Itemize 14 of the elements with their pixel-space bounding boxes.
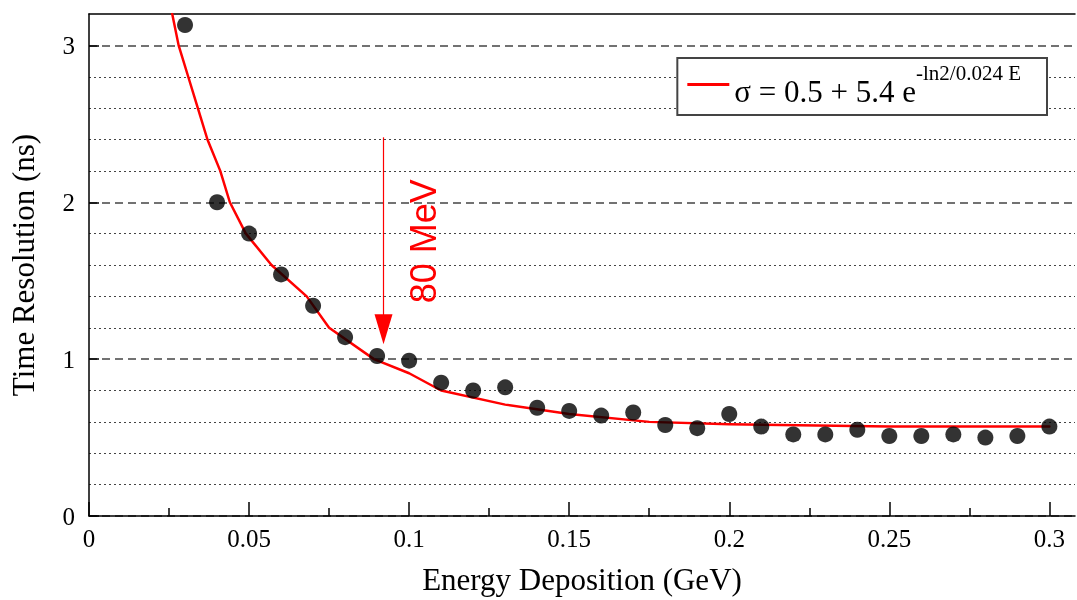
annotation: 80 MeV [403,179,445,304]
y-tick-label: 3 [62,31,75,59]
x-tick-label: 0 [82,525,96,552]
x-tick-label: 0.1 [393,525,425,552]
y-axis-title: Time Resolution (ns) [6,133,41,397]
x-tick-label: 0.3 [1033,525,1066,552]
y-tick-label: 2 [62,188,75,216]
x-tick-label: 0.15 [547,525,592,552]
x-tick-label: 0.25 [867,525,912,552]
y-tick-label: 0 [62,502,75,530]
x-tick-label: 0.2 [713,525,745,552]
x-tick-label: 0.05 [227,525,271,552]
y-tick-label: 1 [62,345,75,373]
x-axis-title: Energy Deposition (GeV) [422,562,742,597]
